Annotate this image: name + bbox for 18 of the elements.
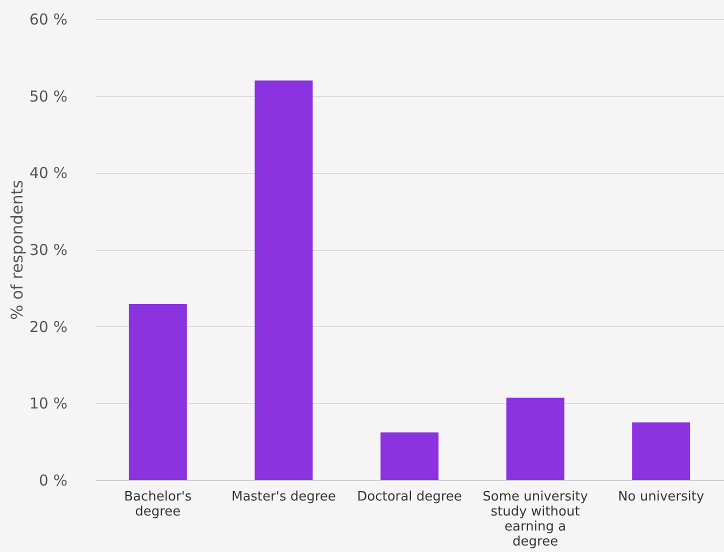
y-tick-label: 50 % (29, 87, 68, 106)
x-tick-label: Doctoral degree (357, 490, 462, 504)
y-axis-title: % of respondents (7, 180, 26, 320)
bar (380, 432, 438, 480)
y-tick-label: 0 % (38, 472, 68, 490)
bar (632, 422, 690, 480)
x-tick-label: Bachelor's degree (124, 490, 192, 520)
y-tick-label: 30 % (29, 241, 68, 259)
y-tick-label: 40 % (29, 164, 68, 182)
x-tick-label: Some university study without earning a degree (482, 490, 588, 550)
y-tick-label: 60 % (29, 10, 68, 28)
bar (254, 80, 313, 480)
bar (128, 304, 187, 480)
y-tick-label: 20 % (29, 318, 68, 336)
y-tick-label: 10 % (29, 394, 68, 413)
x-tick-label: No university (618, 490, 704, 504)
x-tick-label: Master's degree (231, 490, 336, 504)
bar (506, 398, 564, 480)
